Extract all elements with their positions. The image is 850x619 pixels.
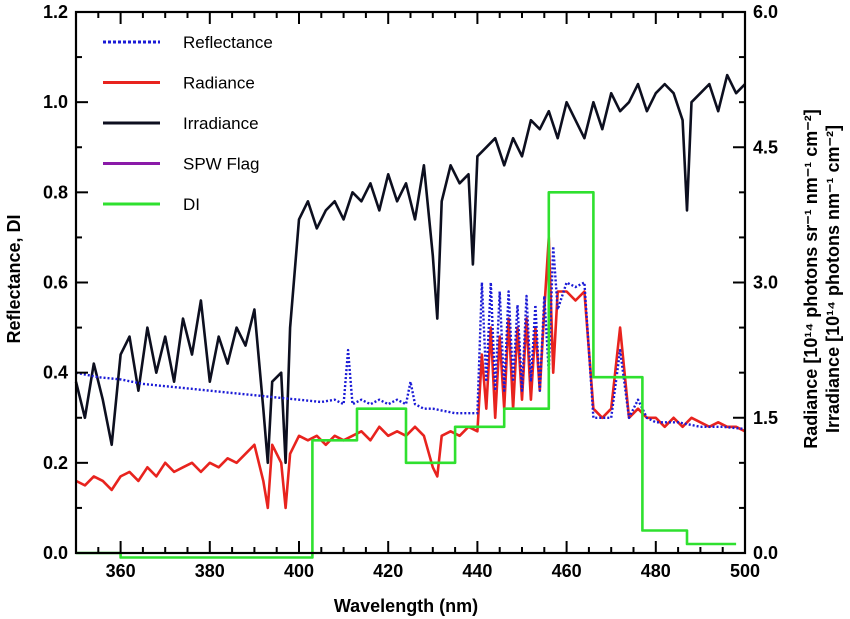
series-line-di [76,191,737,559]
x-tick-label: 440 [462,561,492,581]
y-left-tick-label: 0.2 [43,453,68,473]
series-line-reflectance [75,245,746,431]
y-left-tick-label: 0.8 [43,182,68,202]
x-tick-label: 500 [730,561,760,581]
y-right-tick-label: 0.0 [753,543,778,563]
y-left-tick-label: 1.2 [43,2,68,22]
legend-label-spw-flag: SPW Flag [183,155,260,174]
x-tick-label: 360 [106,561,136,581]
y-left-tick-label: 0.6 [43,273,68,293]
legend-label-radiance: Radiance [183,74,255,93]
series-line-radiance [75,236,746,510]
legend-label-reflectance: Reflectance [183,33,273,52]
y-right-axis-title-radiance: Radiance [10¹⁴ photons sr⁻¹ nm⁻¹ cm⁻²] [801,109,821,448]
x-tick-label: 380 [195,561,225,581]
y-right-tick-label: 1.5 [753,408,778,428]
legend-label-irradiance: Irradiance [183,114,259,133]
axes: 360 380 400 420 440 460 480 5000.00.20.40.60.81… [43,2,778,581]
y-left-tick-label: 0.4 [43,363,68,383]
plot-area [74,73,746,559]
y-right-tick-label: 4.5 [753,137,778,157]
y-right-axis-title-irradiance: Irradiance [10¹⁴ photons nm⁻¹ cm⁻²] [823,125,843,433]
x-tick-label: 420 [373,561,403,581]
x-tick-label: 400 [284,561,314,581]
y-left-tick-label: 0.0 [43,543,68,563]
legend-label-di: DI [183,195,200,214]
y-right-tick-label: 3.0 [753,273,778,293]
legend: Reflectance Radiance Irradiance SPW Flag DI [103,33,273,214]
series-line-irradiance [74,73,746,465]
y-left-axis-title: Reflectance, DI [4,214,24,343]
y-left-tick-label: 1.0 [43,92,68,112]
x-tick-label: 480 [641,561,671,581]
y-right-tick-label: 6.0 [753,2,778,22]
x-tick-label: 460 [552,561,582,581]
x-axis-title: Wavelength (nm) [334,596,478,616]
